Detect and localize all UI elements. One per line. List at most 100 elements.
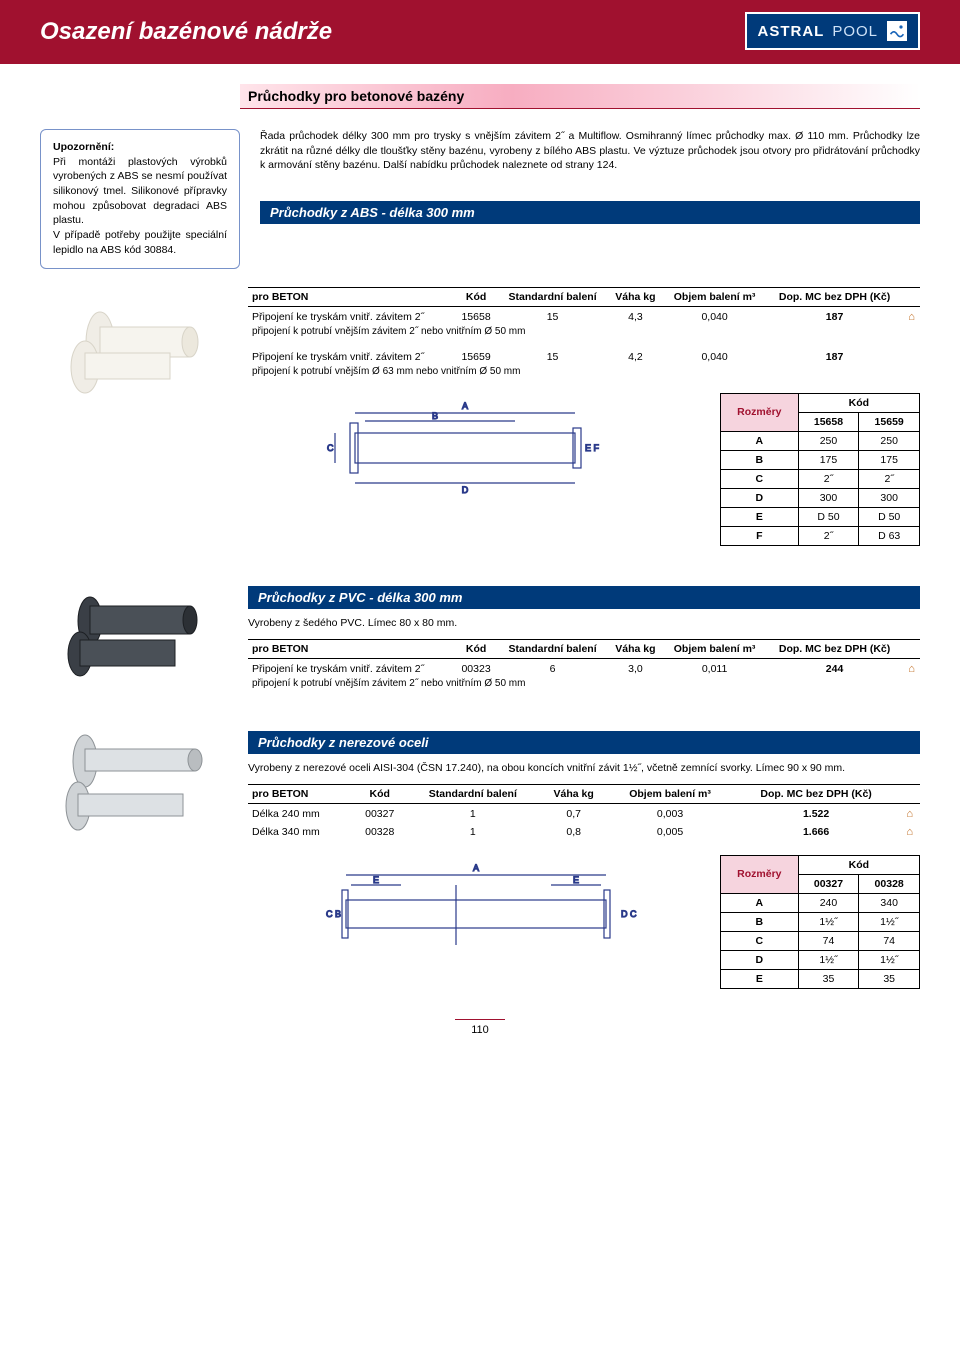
cell-vaha: 4,2 [608,347,663,365]
table-row-sub: připojení k potrubí vnějším závitem 2˝ n… [248,325,920,339]
steel-diagram: A E E C B D C [250,855,702,975]
dim-val: 250 [859,431,920,450]
ship-icon: ⌂ [906,826,913,838]
dim-label: A [721,431,799,450]
ship-icon: ⌂ [908,311,915,323]
svg-text:D: D [462,485,469,495]
dim-val: D 50 [859,507,920,526]
dim-row: A240340 [721,893,920,912]
cell-mc: 244 [766,658,903,677]
cell-desc: Připojení ke tryskám vnitř. závitem 2˝ [248,658,455,677]
cell-baleni: 1 [406,822,540,840]
th-kod: Kód [354,784,406,803]
dim-val: 35 [798,969,859,988]
abs-product-image [40,287,230,397]
svg-text:E: E [573,875,579,885]
dim-label: D [721,488,799,507]
dim-val: 1½˝ [798,912,859,931]
dim-row: B175175 [721,450,920,469]
th-objem: Objem balení m³ [607,784,732,803]
cell-baleni: 1 [406,803,540,822]
cell-objem: 0,011 [663,658,766,677]
dim-label: E [721,507,799,526]
th-col2: 15659 [859,412,920,431]
section-steel-title: Průchodky z nerezové oceli [248,731,920,754]
cell-kod: 00328 [354,822,406,840]
cell-objem: 0,040 [663,306,766,325]
brand-name-1: ASTRAL [757,23,824,40]
cell-sub: připojení k potrubí vnějším závitem 2˝ n… [248,325,920,339]
cell-ship: ⌂ [900,822,921,840]
dim-val: 2˝ [798,526,859,545]
dim-label: A [721,893,799,912]
th-vaha: Váha kg [608,287,663,306]
dim-row: B1½˝1½˝ [721,912,920,931]
th-baleni: Standardní balení [497,287,607,306]
svg-text:B: B [432,411,438,421]
abs-dim-row: A B C D E F Rozměry Kód 15658 15659 [248,393,920,546]
cell-desc: Připojení ke tryskám vnitř. závitem 2˝ [248,306,455,325]
cell-sub: připojení k potrubí vnějším závitem 2˝ n… [248,677,920,691]
ship-icon: ⌂ [906,808,913,820]
th-rozm: Rozměry [721,855,799,893]
steel-product-image [40,721,230,841]
table-row-sub: připojení k potrubí vnějším závitem 2˝ n… [248,677,920,691]
dim-val: 74 [859,931,920,950]
cell-objem: 0,003 [607,803,732,822]
cell-mc: 1.666 [733,822,900,840]
dim-row: F2˝D 63 [721,526,920,545]
dim-val: 175 [798,450,859,469]
cell-desc: Připojení ke tryskám vnitř. závitem 2˝ [248,347,455,365]
th-pro: pro BETON [248,287,455,306]
dim-val: 1½˝ [859,950,920,969]
dim-row: A250250 [721,431,920,450]
intro-row: Upozornění: Při montáži plastových výrob… [40,129,920,269]
brand-badge: ASTRAL POOL [745,12,920,50]
cell-ship: ⌂ [900,803,921,822]
dim-label: D [721,950,799,969]
steel-product-table: pro BETON Kód Standardní balení Váha kg … [248,784,920,840]
abs-diagram: A B C D E F [248,393,702,503]
dim-row: ED 50D 50 [721,507,920,526]
dim-row: D300300 [721,488,920,507]
dim-val: D 63 [859,526,920,545]
dim-row: C2˝2˝ [721,469,920,488]
cell-baleni: 15 [497,306,607,325]
cell-mc: 1.522 [733,803,900,822]
dim-val: 240 [798,893,859,912]
page-number: 110 [455,1019,505,1036]
th-col1: 00327 [798,874,859,893]
th-ship [903,639,920,658]
th-mc: Dop. MC bez DPH (Kč) [733,784,900,803]
pvc-product-table: pro BETON Kód Standardní balení Váha kg … [248,639,920,691]
dim-val: 1½˝ [798,950,859,969]
svg-text:C: C [327,443,334,453]
cell-sub: připojení k potrubí vnějším Ø 63 mm nebo… [248,365,920,379]
cell-objem: 0,040 [663,347,766,365]
dim-label: E [721,969,799,988]
brand-name-2: POOL [832,23,878,40]
notice-box: Upozornění: Při montáži plastových výrob… [40,129,240,269]
th-objem: Objem balení m³ [663,639,766,658]
dim-val: 1½˝ [859,912,920,931]
svg-text:A: A [462,401,468,411]
pvc-note: Vyrobeny z šedého PVC. Límec 80 x 80 mm. [248,617,920,629]
dim-val: 2˝ [798,469,859,488]
section-pvc-title: Průchodky z PVC - délka 300 mm [248,586,920,609]
th-vaha: Váha kg [540,784,607,803]
dim-val: 2˝ [859,469,920,488]
th-mc: Dop. MC bez DPH (Kč) [766,287,903,306]
steel-dim-table: Rozměry Kód 00327 00328 A240340 B1½˝1½˝ … [720,855,920,989]
th-kod: Kód [798,855,919,874]
th-ship [900,784,921,803]
table-row: Délka 340 mm 00328 1 0,8 0,005 1.666 ⌂ [248,822,920,840]
th-kod: Kód [455,287,498,306]
dim-row: D1½˝1½˝ [721,950,920,969]
dim-label: C [721,469,799,488]
th-pro: pro BETON [248,784,354,803]
th-mc: Dop. MC bez DPH (Kč) [766,639,903,658]
table-row: Připojení ke tryskám vnitř. závitem 2˝ 0… [248,658,920,677]
steel-section: Průchodky z nerezové oceli Vyrobeny z ne… [40,721,920,841]
cell-kod: 00327 [354,803,406,822]
th-kod: Kód [798,393,919,412]
